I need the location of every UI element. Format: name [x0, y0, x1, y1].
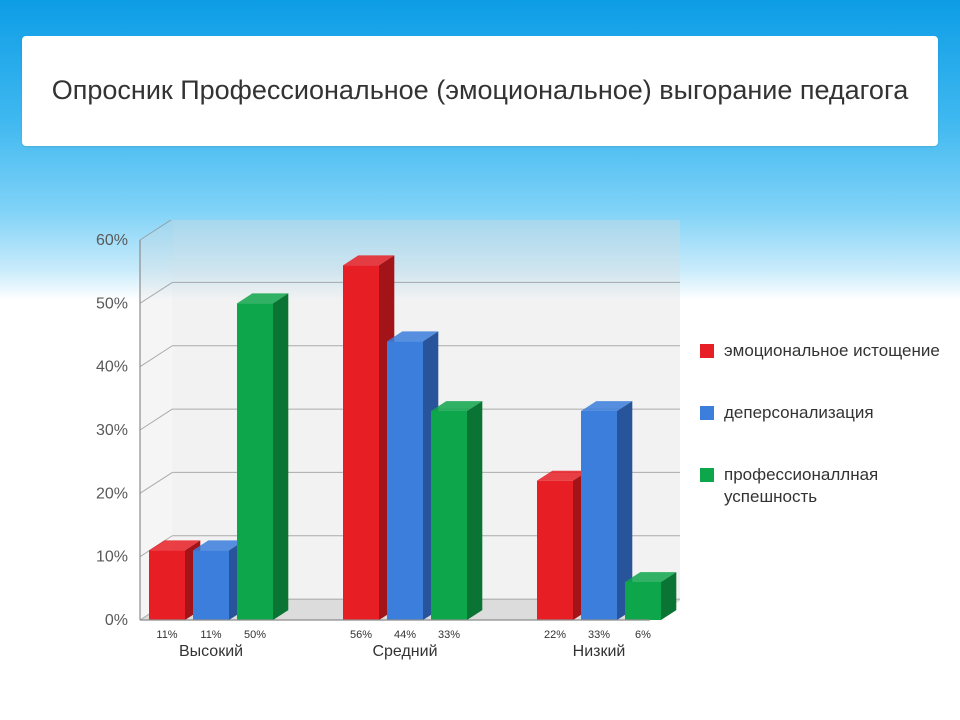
legend-item: деперсонализация	[700, 402, 940, 424]
bar-value-label: 44%	[394, 629, 416, 641]
legend-item: эмоциональное истощение	[700, 340, 940, 362]
y-axis-label: 50%	[96, 295, 128, 312]
bar-chart-3d: 0%10%20%30%40%50%60%11%11%50%Высокий56%4…	[60, 220, 680, 680]
y-axis-label: 30%	[96, 422, 128, 439]
bar-value-label: 33%	[588, 629, 610, 641]
y-axis-label: 40%	[96, 359, 128, 376]
legend-label: деперсонализация	[724, 402, 874, 424]
y-axis-label: 10%	[96, 549, 128, 566]
bar-front	[193, 550, 229, 620]
bar-value-label: 11%	[156, 629, 177, 641]
bar-value-label: 33%	[438, 629, 460, 641]
bar-value-label: 50%	[244, 629, 266, 641]
bar-side	[467, 401, 482, 620]
bar-value-label: 22%	[544, 629, 566, 641]
bar-front	[537, 481, 573, 620]
legend-swatch	[700, 344, 714, 358]
legend-label: профессионаллная успешность	[724, 464, 940, 508]
title-band: Опросник Профессиональное (эмоциональное…	[22, 36, 938, 146]
category-label: Низкий	[573, 643, 626, 660]
bar-value-label: 6%	[635, 629, 651, 641]
bar-front	[343, 265, 379, 620]
bar-front	[237, 303, 273, 620]
legend-label: эмоциональное истощение	[724, 340, 940, 362]
legend-item: профессионаллная успешность	[700, 464, 940, 508]
bar-front	[149, 550, 185, 620]
legend-swatch	[700, 406, 714, 420]
bar-front	[431, 411, 467, 620]
y-axis-label: 20%	[96, 485, 128, 502]
y-axis-label: 0%	[105, 612, 128, 629]
slide: Опросник Профессиональное (эмоциональное…	[0, 0, 960, 720]
bar-value-label: 11%	[200, 629, 221, 641]
bar-front	[387, 341, 423, 620]
y-axis-label: 60%	[96, 232, 128, 249]
legend-swatch	[700, 468, 714, 482]
bar-value-label: 56%	[350, 629, 372, 641]
bar-front	[581, 411, 617, 620]
bar-front	[625, 582, 661, 620]
category-label: Высокий	[179, 643, 243, 660]
chart-legend: эмоциональное истощение деперсонализация п…	[700, 340, 940, 548]
category-label: Средний	[372, 643, 437, 660]
slide-title: Опросник Профессиональное (эмоциональное…	[32, 73, 928, 108]
bar-side	[273, 293, 288, 620]
